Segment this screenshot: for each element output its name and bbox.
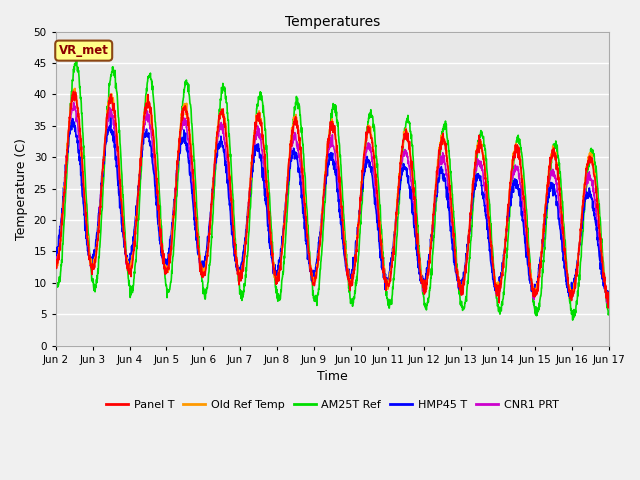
HMP45 T (605, 289, 612, 295)
CNR1 PRT (488, 257, 495, 263)
Old Ref Temp (321, 172, 329, 178)
CNR1 PRT (70, 100, 77, 106)
CNR1 PRT (589, 178, 596, 183)
Legend: Panel T, Old Ref Temp, AM25T Ref, HMP45 T, CNR1 PRT: Panel T, Old Ref Temp, AM25T Ref, HMP45 … (102, 395, 563, 414)
AM25T Ref (321, 199, 329, 204)
AM25T Ref (81, 153, 88, 159)
Panel T (589, 161, 596, 167)
Line: HMP45 T: HMP45 T (56, 118, 609, 299)
CNR1 PRT (52, 261, 60, 266)
CNR1 PRT (81, 202, 88, 207)
AM25T Ref (605, 311, 612, 316)
Line: AM25T Ref: AM25T Ref (56, 58, 609, 320)
AM25T Ref (307, 261, 314, 267)
HMP45 T (488, 263, 495, 269)
Old Ref Temp (307, 265, 314, 271)
Line: CNR1 PRT: CNR1 PRT (56, 103, 609, 303)
Old Ref Temp (81, 188, 88, 193)
Panel T (321, 173, 329, 179)
Old Ref Temp (604, 294, 611, 300)
HMP45 T (107, 115, 115, 121)
Panel T (70, 88, 77, 94)
HMP45 T (307, 264, 314, 270)
HMP45 T (52, 250, 60, 256)
Y-axis label: Temperature (C): Temperature (C) (15, 138, 28, 240)
Title: Temperatures: Temperatures (285, 15, 380, 29)
Panel T (52, 265, 60, 271)
AM25T Ref (589, 150, 597, 156)
Old Ref Temp (605, 291, 612, 297)
Text: VR_met: VR_met (59, 44, 109, 57)
Old Ref Temp (589, 160, 596, 166)
AM25T Ref (73, 55, 81, 61)
HMP45 T (589, 205, 596, 211)
Line: Old Ref Temp: Old Ref Temp (56, 88, 609, 297)
Panel T (81, 194, 88, 200)
CNR1 PRT (307, 262, 314, 268)
AM25T Ref (488, 233, 495, 239)
AM25T Ref (52, 275, 60, 281)
CNR1 PRT (321, 183, 329, 189)
Old Ref Temp (488, 241, 495, 247)
Old Ref Temp (52, 264, 60, 270)
Panel T (605, 289, 612, 295)
Old Ref Temp (589, 157, 596, 163)
Line: Panel T: Panel T (56, 91, 609, 308)
CNR1 PRT (604, 300, 611, 306)
X-axis label: Time: Time (317, 370, 348, 383)
HMP45 T (589, 198, 596, 204)
HMP45 T (603, 296, 611, 301)
Panel T (605, 305, 612, 311)
Panel T (488, 242, 495, 248)
Panel T (589, 163, 596, 168)
CNR1 PRT (589, 181, 596, 187)
AM25T Ref (569, 317, 577, 323)
Panel T (307, 266, 314, 272)
HMP45 T (321, 183, 329, 189)
Old Ref Temp (71, 85, 79, 91)
HMP45 T (80, 209, 88, 215)
CNR1 PRT (605, 294, 612, 300)
AM25T Ref (589, 147, 596, 153)
